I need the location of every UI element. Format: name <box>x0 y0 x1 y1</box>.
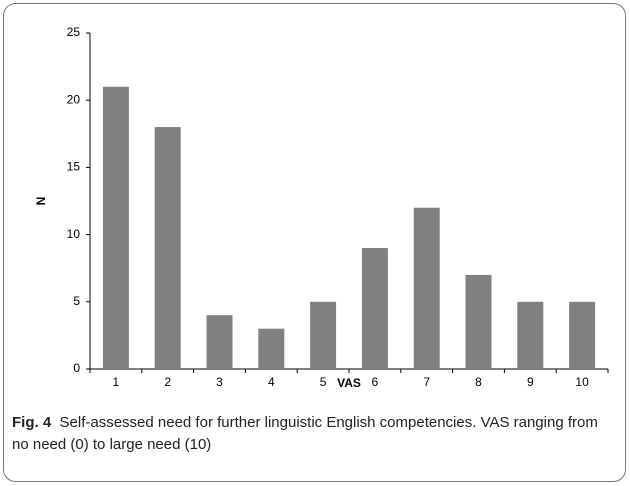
caption-text: Self-assessed need for further linguisti… <box>12 414 598 453</box>
x-tick-label: 10 <box>575 375 589 389</box>
y-tick-label: 0 <box>73 361 80 375</box>
y-axis-label: N <box>34 197 48 206</box>
bar <box>102 86 129 369</box>
x-tick-label: 4 <box>268 375 275 389</box>
bar <box>413 207 440 369</box>
y-tick-label: 25 <box>67 25 81 39</box>
bar <box>465 274 492 369</box>
caption-label: Fig. 4 <box>12 414 52 431</box>
x-tick-label: 8 <box>475 375 482 389</box>
y-tick-label: 15 <box>67 160 81 174</box>
bar <box>361 248 388 369</box>
x-tick-label: 9 <box>527 375 534 389</box>
y-tick-label: 5 <box>73 294 80 308</box>
bar <box>258 328 285 369</box>
x-tick-label: 5 <box>320 375 327 389</box>
y-tick-label: 20 <box>67 92 81 106</box>
frame <box>3 3 626 482</box>
x-tick-label: 2 <box>164 375 171 389</box>
bar <box>569 301 596 369</box>
x-axis-label: VAS <box>337 376 361 390</box>
x-tick-label: 3 <box>216 375 223 389</box>
bar <box>517 301 544 369</box>
bar <box>206 315 233 369</box>
bar <box>310 301 337 369</box>
x-tick-label: 6 <box>372 375 379 389</box>
x-tick-label: 7 <box>423 375 430 389</box>
bar <box>154 127 181 369</box>
x-tick-label: 1 <box>113 375 120 389</box>
caption: Fig. 4 Self-assessed need for further li… <box>12 412 618 456</box>
y-tick-label: 10 <box>67 227 81 241</box>
